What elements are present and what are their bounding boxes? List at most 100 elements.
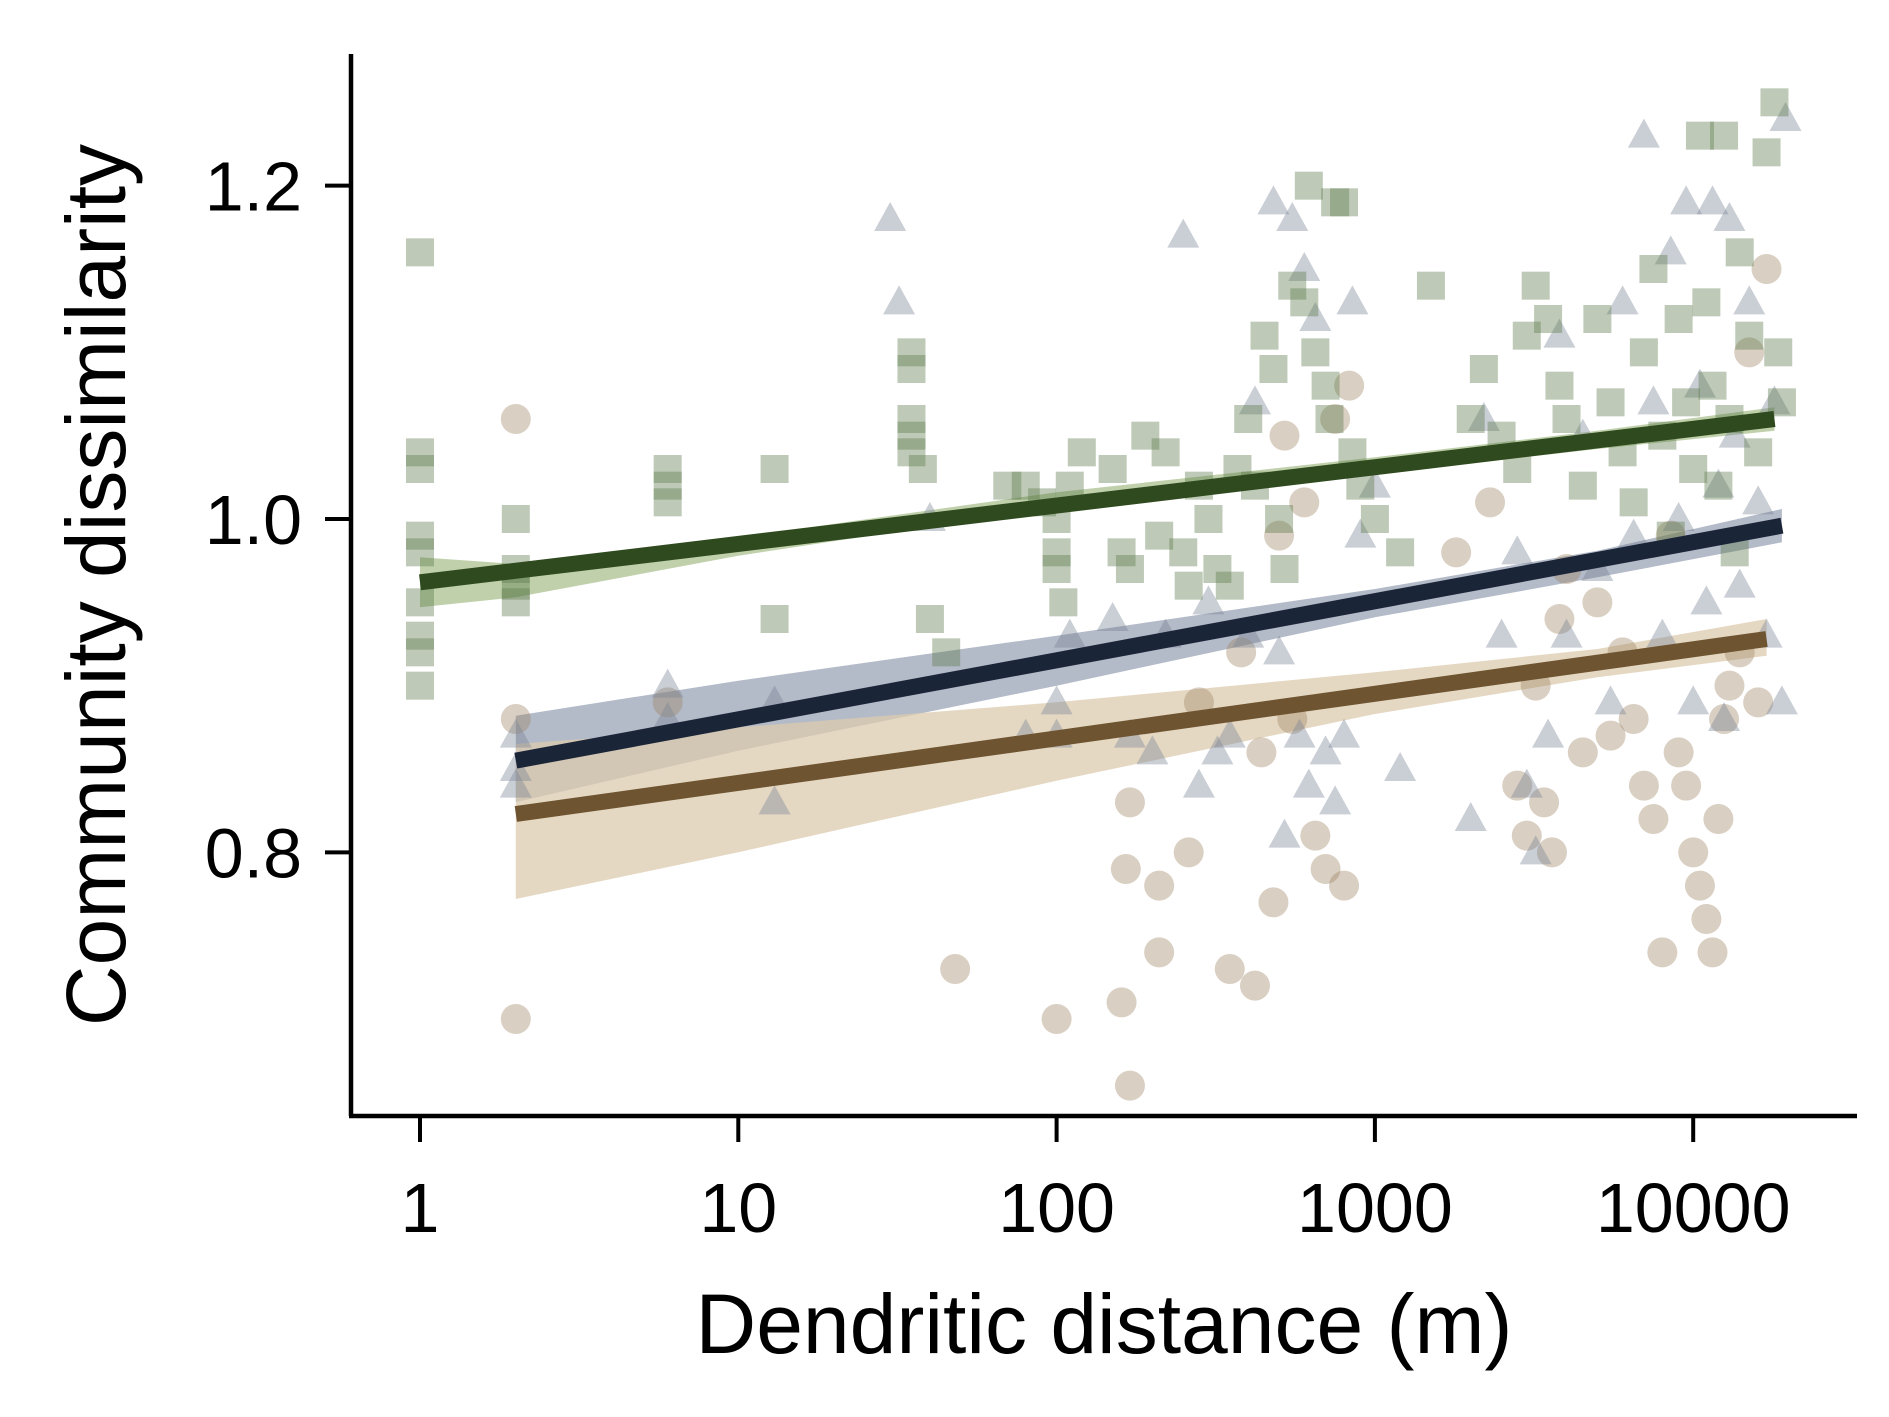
triangle-point [1594, 685, 1627, 715]
square-point [1752, 138, 1781, 167]
triangle-point [499, 718, 532, 748]
triangle-point [1606, 285, 1639, 315]
square-point [1265, 505, 1294, 533]
circle-point [1703, 804, 1734, 835]
triangle-point [1627, 118, 1660, 148]
square-point [1760, 88, 1789, 117]
circle-point [1226, 637, 1257, 668]
triangle-point [1510, 768, 1543, 798]
square-point [1552, 404, 1581, 433]
triangle-point [1309, 735, 1342, 765]
regression-lines [419, 411, 1784, 822]
square-point [993, 471, 1022, 500]
circle-point [1300, 820, 1331, 851]
triangle-point [1040, 685, 1073, 715]
circle-point [1582, 587, 1613, 618]
circle-point [1618, 704, 1649, 735]
triangle-point [1543, 318, 1576, 348]
triangle-point [1167, 218, 1200, 248]
regression-line [514, 631, 1768, 822]
regression-line [514, 517, 1784, 769]
circle-point [1264, 520, 1295, 551]
triangle-point [1182, 768, 1215, 798]
triangle-point [1733, 285, 1766, 315]
square-point [1174, 571, 1203, 600]
circle-point [1114, 1070, 1145, 1101]
square-point [1115, 555, 1144, 584]
triangle-point [1384, 752, 1417, 782]
square-point [1534, 304, 1563, 333]
square-point [406, 238, 434, 267]
triangle-point [1136, 735, 1169, 765]
square-point [406, 521, 434, 550]
square-point [1512, 321, 1541, 350]
circle-point [1691, 904, 1722, 935]
square-point [897, 421, 926, 450]
triangle-point [1742, 485, 1775, 515]
triangle-point [1192, 585, 1225, 615]
triangle-point [1677, 685, 1710, 715]
triangle-point [1268, 818, 1301, 848]
circle-point [1678, 837, 1709, 868]
circle-point [1502, 770, 1533, 801]
triangle-point [1550, 618, 1583, 648]
square-point [1685, 121, 1714, 150]
circle-point [1258, 887, 1289, 918]
square-point [1744, 438, 1773, 467]
square-point [1503, 454, 1532, 483]
circle-point [1269, 420, 1300, 451]
circle-point [940, 954, 971, 985]
square-point [1679, 454, 1708, 483]
square-point [1629, 338, 1658, 367]
triangle-point [1283, 718, 1316, 748]
square-point [406, 671, 434, 700]
triangle-point [1519, 835, 1552, 865]
triangle-point [1708, 702, 1741, 732]
triangle-point [1238, 385, 1271, 415]
square-point [1315, 404, 1344, 433]
circle-point [1310, 854, 1341, 885]
triangle-point [1758, 385, 1791, 415]
circle-point [1289, 487, 1320, 518]
square-point [1301, 338, 1330, 367]
y-tick-label: 1.2 [205, 148, 302, 226]
triangle-point [1257, 185, 1290, 215]
square-point [1568, 471, 1597, 500]
square-point [1042, 555, 1071, 584]
square-point [1386, 538, 1415, 567]
triangle-point [1683, 368, 1716, 398]
square-point [501, 505, 530, 533]
triangle-point [1319, 785, 1352, 815]
square-point [1725, 238, 1754, 267]
square-point [908, 454, 937, 483]
triangle-point [499, 752, 532, 782]
x-ticks: 1 10 100 1000 10000 [401, 1116, 1791, 1247]
square-point [1098, 454, 1127, 483]
circle-point [1567, 737, 1598, 768]
triangle-point [1344, 518, 1377, 548]
circle-point [1709, 704, 1740, 735]
triangle-point [1328, 718, 1361, 748]
triangle-point [1053, 618, 1086, 648]
triangle-point [1213, 718, 1246, 748]
square-point [1049, 588, 1078, 617]
square-point [1672, 388, 1701, 417]
circle-point [1529, 787, 1560, 818]
triangle-point [1263, 635, 1296, 665]
square-point [1360, 505, 1389, 533]
square-point [1011, 471, 1040, 500]
circle-point [1663, 737, 1694, 768]
circle-point [1320, 403, 1351, 434]
triangle-point [1713, 201, 1746, 231]
circle-point [1246, 737, 1277, 768]
triangle-point [1336, 285, 1369, 315]
square-point [1664, 304, 1693, 333]
x-tick-label: 1000 [1297, 1169, 1453, 1247]
square-point [1330, 188, 1359, 217]
circle-point [1697, 937, 1728, 968]
triangle-point [1654, 235, 1687, 265]
triangle-point [1096, 602, 1129, 632]
y-ticks: 0.8 1.0 1.2 [205, 148, 351, 892]
square-point [1583, 304, 1612, 333]
